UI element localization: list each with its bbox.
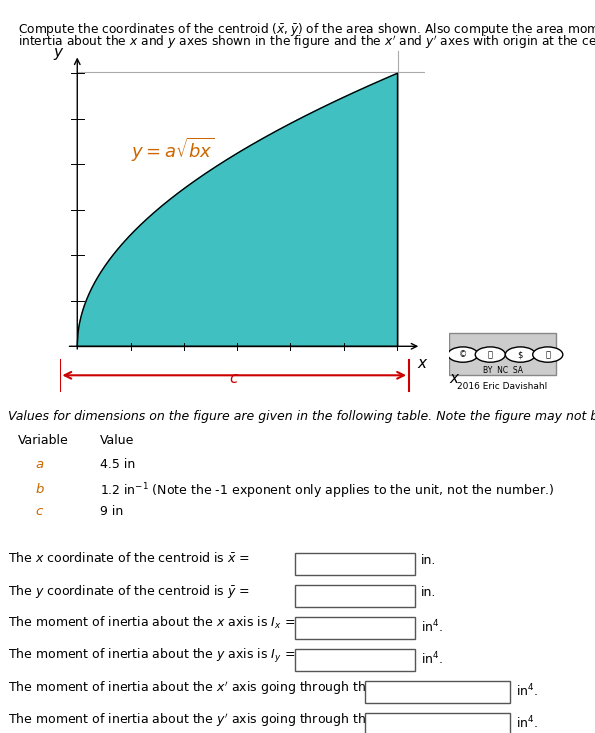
Text: ©: © [459,350,467,359]
Text: $y$: $y$ [53,45,65,62]
Text: Compute the coordinates of the centroid $(\bar{x}, \bar{y})$ of the area shown. : Compute the coordinates of the centroid … [18,21,595,37]
Text: The $y$ coordinate of the centroid is $\bar{y}$ =: The $y$ coordinate of the centroid is $\… [8,583,250,600]
Bar [295,649,415,671]
FancyBboxPatch shape [449,334,556,375]
Text: 9 in: 9 in [100,505,123,518]
Circle shape [533,347,563,362]
Text: ⓢ: ⓢ [545,350,550,359]
Bar [295,617,415,639]
Text: The moment of inertia about the $x$ axis is $I_x$ =: The moment of inertia about the $x$ axis… [8,615,295,631]
Text: Variable: Variable [18,434,69,447]
Text: Values for dimensions on the figure are given in the following table. Note the f: Values for dimensions on the figure are … [8,410,595,423]
Text: $: $ [518,350,523,359]
Circle shape [475,347,505,362]
Text: BY  NC  SA: BY NC SA [483,366,522,375]
Text: in$^4$.: in$^4$. [516,682,538,699]
Bar [365,681,510,703]
Polygon shape [77,73,397,346]
Text: $c$: $c$ [229,371,239,386]
Circle shape [505,347,536,362]
Text: intertia about the $x$ and $y$ axes shown in the figure and the $x'$ and $y'$ ax: intertia about the $x$ and $y$ axes show… [18,34,595,51]
Text: The moment of inertia about the $y'$ axis going through the centroid is $I_{y'}$: The moment of inertia about the $y'$ axi… [8,711,473,730]
Text: ⓘ: ⓘ [488,350,493,359]
Text: $y = a\sqrt{bx}$: $y = a\sqrt{bx}$ [130,136,214,164]
Text: in$^4$.: in$^4$. [421,618,443,635]
Text: The moment of inertia about the $y$ axis is $I_y$ =: The moment of inertia about the $y$ axis… [8,647,295,666]
Text: in.: in. [421,554,436,567]
Text: in$^4$.: in$^4$. [421,650,443,667]
Text: 4.5 in: 4.5 in [100,457,135,471]
Text: The moment of inertia about the $x'$ axis going through the centroid is $I_{x'}$: The moment of inertia about the $x'$ axi… [8,679,473,697]
Text: $x$: $x$ [417,356,428,372]
Text: in$^4$.: in$^4$. [516,714,538,731]
Text: $a$: $a$ [35,457,44,471]
Text: 1.2 in$^{-1}$ (Note the -1 exponent only applies to the unit, not the number.): 1.2 in$^{-1}$ (Note the -1 exponent only… [100,482,554,501]
Text: $b$: $b$ [35,482,45,496]
Bar [295,585,415,607]
Text: Value: Value [100,434,134,447]
Text: 2016 Eric Davishahl: 2016 Eric Davishahl [458,383,548,391]
Text: $x$: $x$ [449,371,461,386]
Text: $c$: $c$ [35,505,44,518]
Text: in.: in. [421,586,436,600]
Bar [295,553,415,575]
Circle shape [448,347,478,362]
Bar [365,713,510,733]
Text: The $x$ coordinate of the centroid is $\bar{x}$ =: The $x$ coordinate of the centroid is $\… [8,551,250,565]
